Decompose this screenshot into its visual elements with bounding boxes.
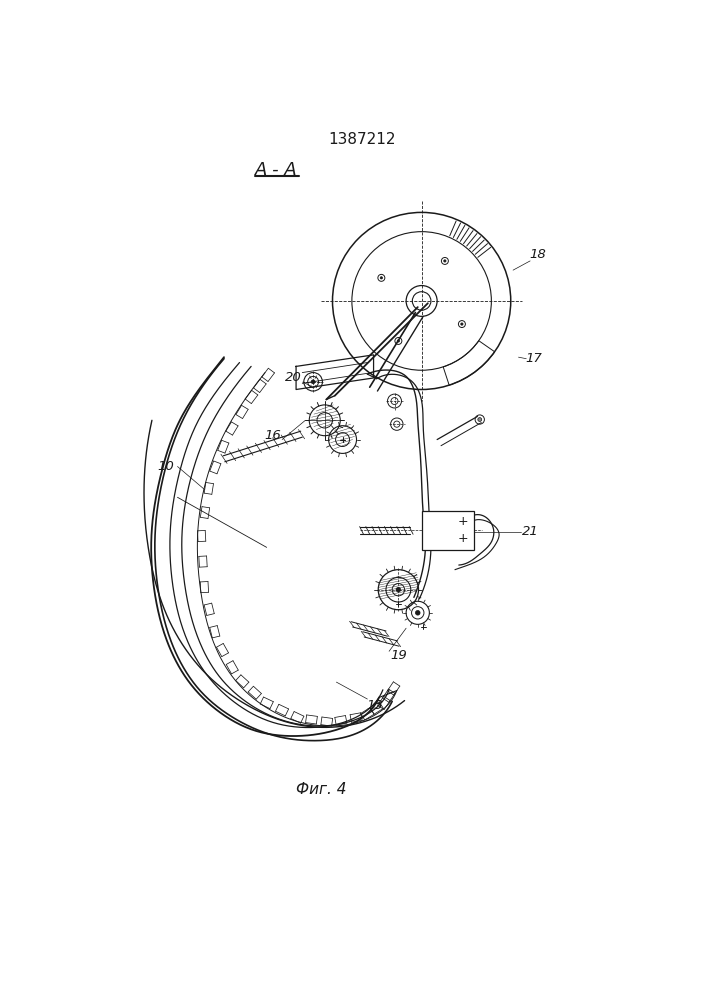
Text: +: + — [457, 532, 468, 545]
Circle shape — [461, 323, 463, 325]
Circle shape — [478, 418, 481, 421]
Text: 20: 20 — [286, 371, 302, 384]
Text: 16: 16 — [264, 429, 281, 442]
Text: А - А: А - А — [255, 161, 298, 179]
Text: Фиг. 4: Фиг. 4 — [296, 782, 346, 797]
Text: 10: 10 — [158, 460, 174, 473]
Text: 19: 19 — [390, 649, 407, 662]
Circle shape — [380, 277, 382, 279]
Text: +: + — [457, 515, 468, 528]
Text: 13: 13 — [367, 699, 383, 712]
Bar — [421, 511, 474, 550]
Circle shape — [416, 610, 420, 615]
Text: 18: 18 — [530, 248, 547, 261]
Text: 17: 17 — [525, 352, 542, 365]
Text: 1387212: 1387212 — [328, 132, 396, 147]
Circle shape — [444, 260, 446, 262]
Wedge shape — [443, 341, 495, 385]
Circle shape — [311, 380, 315, 384]
Circle shape — [396, 587, 401, 592]
Circle shape — [397, 340, 399, 342]
Text: 21: 21 — [522, 525, 539, 538]
